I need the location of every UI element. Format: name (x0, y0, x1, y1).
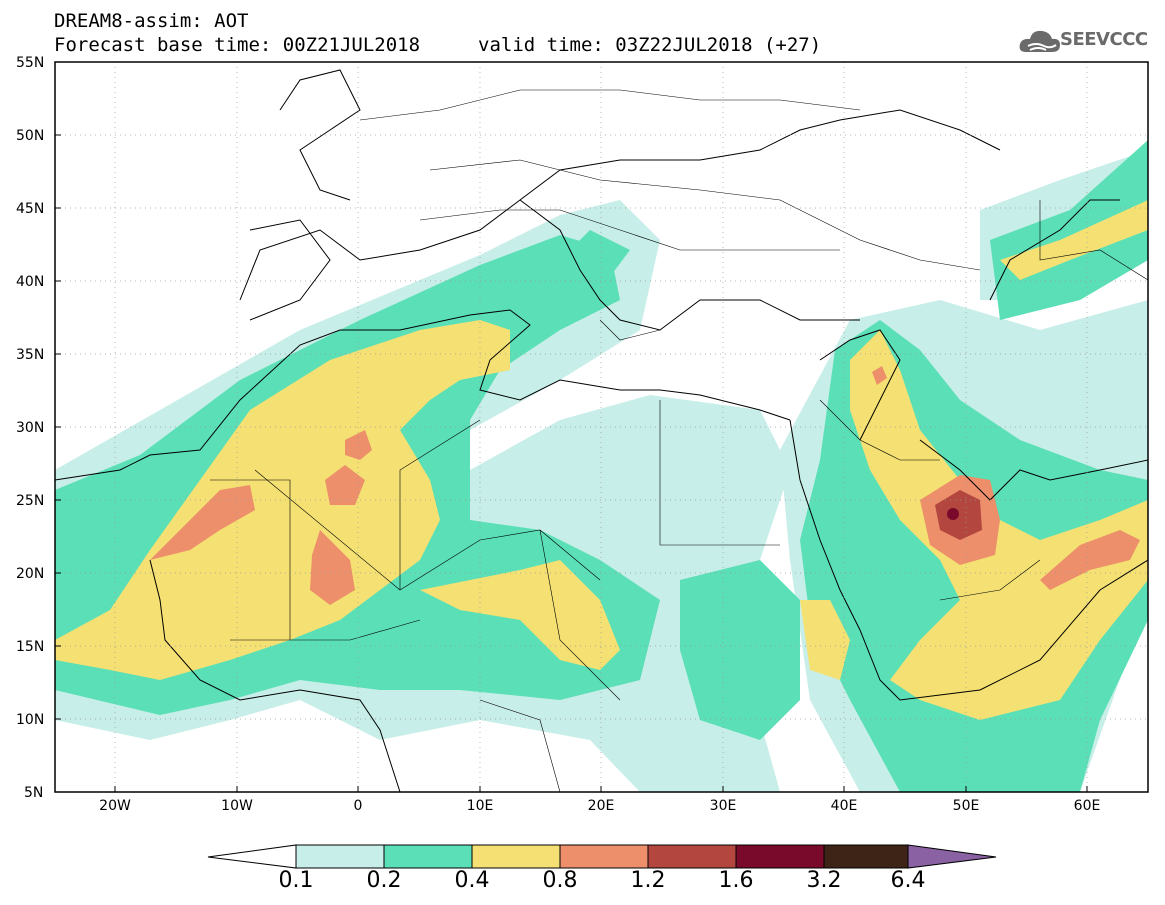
lat-label: 45N (16, 201, 45, 217)
colorbar-swatch (559, 844, 649, 869)
lat-label: 50N (16, 128, 45, 144)
lon-label: 50E (952, 798, 980, 814)
lat-label: 10N (16, 712, 45, 728)
colorbar-label: 6.4 (890, 868, 926, 893)
colorbar-swatch (735, 844, 825, 869)
colorbar-label: 0.1 (278, 868, 314, 893)
aot-band-0-8 (150, 366, 1140, 605)
lat-label: 15N (16, 639, 45, 655)
colorbar-swatch (383, 844, 473, 869)
lat-label: 35N (16, 347, 45, 363)
colorbar-swatch (823, 844, 909, 869)
colorbar-label: 3.2 (806, 868, 842, 893)
lat-label: 25N (16, 493, 45, 509)
lon-label: 10W (221, 798, 253, 814)
lat-label: 55N (16, 55, 45, 71)
logo-text: SEEVCCC (1060, 29, 1148, 50)
lon-label: 40E (830, 798, 858, 814)
colorbar-swatch (295, 844, 385, 869)
colorbar-label: 0.2 (366, 868, 402, 893)
gridlines (55, 62, 1148, 792)
lon-label: 60E (1073, 798, 1101, 814)
colorbar-swatch (471, 844, 561, 869)
lon-label: 10E (466, 798, 494, 814)
lat-label: 5N (24, 785, 44, 801)
colorbar-label: 1.6 (718, 868, 754, 893)
lon-label: 30E (709, 798, 737, 814)
lon-label: 20E (587, 798, 615, 814)
lon-label: 0 (353, 798, 363, 814)
colorbar-swatch (647, 844, 737, 869)
lat-label: 40N (16, 274, 45, 290)
colorbar-label: 0.8 (542, 868, 578, 893)
forecast-base-time: Forecast base time: 00Z21JUL2018 (54, 34, 421, 56)
cloud-icon (1019, 30, 1060, 52)
country-borders (210, 89, 1148, 792)
valid-time: valid time: 03Z22JUL2018 (+27) (478, 34, 822, 56)
colorbar-high-arrow (907, 844, 997, 869)
coastlines (55, 69, 1148, 792)
map-title: DREAM8-assim: AOT (54, 10, 249, 32)
aot-band-1-6 (947, 508, 959, 520)
lat-label: 30N (16, 420, 45, 436)
colorbar-low-arrow (207, 844, 297, 869)
colorbar-label: 1.2 (630, 868, 666, 893)
lon-label: 20W (99, 798, 131, 814)
colorbar-label: 0.4 (454, 868, 490, 893)
colorbar (207, 844, 997, 869)
lat-label: 20N (16, 566, 45, 582)
